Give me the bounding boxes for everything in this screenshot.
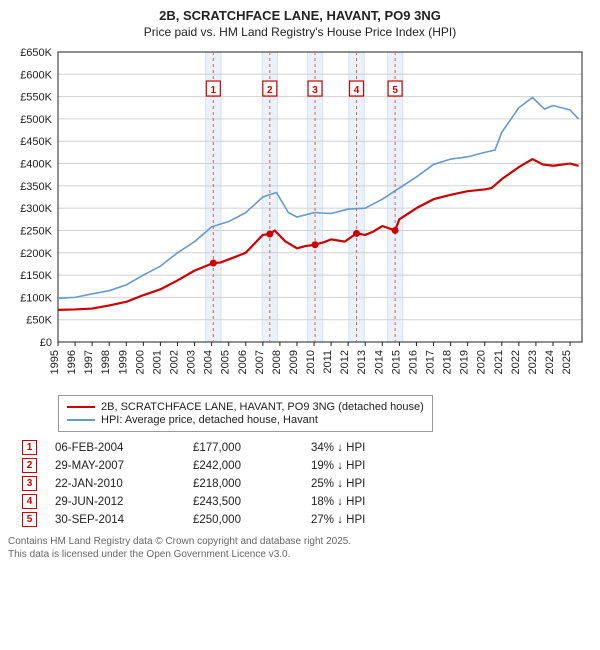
sale-marker-icon: 2	[22, 458, 37, 473]
sales-row: 3 22-JAN-2010 £218,000 25% ↓ HPI	[22, 476, 592, 491]
svg-text:2008: 2008	[271, 350, 283, 374]
sales-row: 4 29-JUN-2012 £243,500 18% ↓ HPI	[22, 494, 592, 509]
svg-text:2003: 2003	[186, 350, 198, 374]
sale-date: 29-MAY-2007	[55, 460, 175, 472]
svg-text:£450K: £450K	[20, 136, 52, 148]
svg-text:2025: 2025	[561, 350, 573, 374]
svg-text:2016: 2016	[407, 350, 419, 374]
sales-row: 5 30-SEP-2014 £250,000 27% ↓ HPI	[22, 512, 592, 527]
svg-text:£150K: £150K	[20, 270, 52, 282]
sale-price: £243,500	[193, 496, 293, 508]
legend-item: 2B, SCRATCHFACE LANE, HAVANT, PO9 3NG (d…	[67, 401, 424, 413]
sale-date: 30-SEP-2014	[55, 514, 175, 526]
sale-hpi-diff: 34% ↓ HPI	[311, 442, 411, 454]
sale-hpi-diff: 18% ↓ HPI	[311, 496, 411, 508]
svg-text:2000: 2000	[134, 350, 146, 374]
sales-table: 1 06-FEB-2004 £177,000 34% ↓ HPI 2 29-MAY-200…	[22, 440, 592, 527]
chart-title: 2B, SCRATCHFACE LANE, HAVANT, PO9 3NG	[8, 8, 592, 23]
legend-item: HPI: Average price, detached house, Hava…	[67, 414, 424, 426]
sale-price: £242,000	[193, 460, 293, 472]
sale-marker-icon: 5	[22, 512, 37, 527]
sale-price: £250,000	[193, 514, 293, 526]
svg-text:2021: 2021	[493, 350, 505, 374]
svg-text:£500K: £500K	[20, 114, 52, 126]
svg-text:2005: 2005	[220, 350, 232, 374]
svg-text:£50K: £50K	[26, 315, 52, 327]
svg-text:£300K: £300K	[20, 203, 52, 215]
svg-text:2015: 2015	[390, 350, 402, 374]
legend-swatch	[67, 419, 95, 421]
footer-line-2: This data is licensed under the Open Gov…	[8, 548, 592, 561]
svg-text:2001: 2001	[151, 350, 163, 374]
sale-hpi-diff: 27% ↓ HPI	[311, 514, 411, 526]
legend-label: HPI: Average price, detached house, Hava…	[101, 414, 318, 426]
svg-text:£600K: £600K	[20, 69, 52, 81]
svg-text:2010: 2010	[305, 350, 317, 374]
svg-text:2023: 2023	[527, 350, 539, 374]
svg-text:£550K: £550K	[20, 92, 52, 104]
legend-label: 2B, SCRATCHFACE LANE, HAVANT, PO9 3NG (d…	[101, 401, 424, 413]
svg-text:2012: 2012	[339, 350, 351, 374]
legend-swatch	[67, 406, 95, 408]
sale-hpi-diff: 19% ↓ HPI	[311, 460, 411, 472]
svg-text:£650K: £650K	[20, 47, 52, 59]
svg-text:£100K: £100K	[20, 292, 52, 304]
sale-hpi-diff: 25% ↓ HPI	[311, 478, 411, 490]
legend: 2B, SCRATCHFACE LANE, HAVANT, PO9 3NG (d…	[58, 395, 433, 432]
svg-text:£200K: £200K	[20, 248, 52, 260]
svg-text:1997: 1997	[83, 350, 95, 374]
svg-text:£0: £0	[40, 337, 52, 349]
svg-text:2009: 2009	[288, 350, 300, 374]
price-chart: £0 £50K £100K £150K £200K £250K £300K £350K £400…	[8, 47, 592, 387]
svg-text:1996: 1996	[66, 350, 78, 374]
svg-text:2017: 2017	[425, 350, 437, 374]
sales-row: 2 29-MAY-2007 £242,000 19% ↓ HPI	[22, 458, 592, 473]
svg-text:4: 4	[354, 85, 360, 96]
sale-date: 06-FEB-2004	[55, 442, 175, 454]
svg-text:1995: 1995	[49, 350, 61, 374]
svg-text:£250K: £250K	[20, 225, 52, 237]
svg-text:1: 1	[211, 85, 217, 96]
svg-text:1999: 1999	[117, 350, 129, 374]
sale-date: 29-JUN-2012	[55, 496, 175, 508]
svg-text:5: 5	[392, 85, 398, 96]
attribution: Contains HM Land Registry data © Crown c…	[8, 535, 592, 561]
svg-text:2006: 2006	[237, 350, 249, 374]
svg-text:£350K: £350K	[20, 181, 52, 193]
footer-line-1: Contains HM Land Registry data © Crown c…	[8, 535, 592, 548]
sale-marker-icon: 4	[22, 494, 37, 509]
svg-text:1998: 1998	[100, 350, 112, 374]
svg-text:2019: 2019	[459, 350, 471, 374]
sales-row: 1 06-FEB-2004 £177,000 34% ↓ HPI	[22, 440, 592, 455]
sale-price: £177,000	[193, 442, 293, 454]
svg-text:2004: 2004	[203, 350, 215, 374]
svg-text:2013: 2013	[356, 350, 368, 374]
sale-marker-icon: 1	[22, 440, 37, 455]
sale-price: £218,000	[193, 478, 293, 490]
svg-text:2024: 2024	[544, 350, 556, 374]
svg-text:2002: 2002	[168, 350, 180, 374]
chart-subtitle: Price paid vs. HM Land Registry's House …	[8, 25, 592, 39]
sale-date: 22-JAN-2010	[55, 478, 175, 490]
svg-text:3: 3	[312, 85, 318, 96]
svg-text:2011: 2011	[322, 350, 334, 374]
svg-text:2020: 2020	[476, 350, 488, 374]
svg-text:2018: 2018	[442, 350, 454, 374]
svg-text:2022: 2022	[510, 350, 522, 374]
svg-text:2007: 2007	[254, 350, 266, 374]
svg-text:2: 2	[267, 85, 273, 96]
svg-text:2014: 2014	[373, 350, 385, 374]
sale-marker-icon: 3	[22, 476, 37, 491]
svg-text:£400K: £400K	[20, 159, 52, 171]
